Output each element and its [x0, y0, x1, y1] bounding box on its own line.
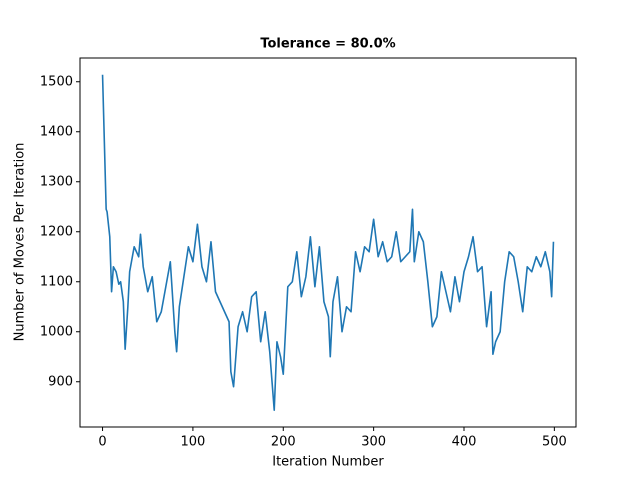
axes-frame — [79, 57, 577, 428]
y-tick-label: 1100 — [40, 274, 73, 289]
data-line — [101, 74, 555, 412]
y-axis-label: Number of Moves Per Iteration — [13, 143, 28, 342]
x-tick-label: 500 — [542, 435, 567, 450]
y-tick-label: 1400 — [40, 124, 73, 139]
y-tick-label: 900 — [48, 374, 73, 389]
x-axis-label: Iteration Number — [272, 455, 384, 470]
y-tick-label: 1500 — [40, 74, 73, 89]
y-tick-label: 1200 — [40, 224, 73, 239]
x-tick-label: 0 — [98, 435, 106, 450]
y-tick-label: 1300 — [40, 174, 73, 189]
x-tick-label: 400 — [452, 435, 477, 450]
chart-title: Tolerance = 80.0% — [260, 37, 395, 52]
x-tick-label: 200 — [271, 435, 296, 450]
y-tick-label: 1000 — [40, 324, 73, 339]
x-tick-label: 100 — [180, 435, 205, 450]
x-tick-label: 300 — [361, 435, 386, 450]
